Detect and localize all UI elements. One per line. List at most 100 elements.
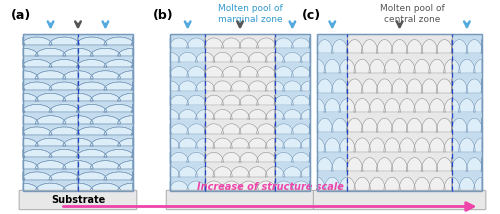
Polygon shape [23,172,52,180]
Polygon shape [23,172,24,180]
Polygon shape [376,79,393,93]
Polygon shape [275,181,276,191]
Polygon shape [274,67,275,77]
Polygon shape [376,118,393,132]
Polygon shape [384,138,400,152]
Polygon shape [458,59,475,73]
Polygon shape [63,138,93,146]
Polygon shape [63,183,78,191]
Polygon shape [104,149,133,157]
Polygon shape [170,181,171,191]
Polygon shape [466,40,482,53]
Polygon shape [318,158,333,171]
Polygon shape [452,59,460,73]
Polygon shape [90,183,120,191]
Polygon shape [36,116,66,123]
Bar [347,34,452,191]
Polygon shape [76,104,107,112]
Polygon shape [309,152,310,162]
Polygon shape [248,110,267,119]
Polygon shape [205,95,206,105]
Polygon shape [78,93,93,101]
Polygon shape [132,172,133,180]
Polygon shape [23,104,52,112]
Polygon shape [354,138,370,152]
Text: Molten pool of
central zone: Molten pool of central zone [380,4,444,24]
Polygon shape [78,59,80,67]
Polygon shape [23,37,24,45]
Polygon shape [78,149,107,157]
Polygon shape [392,158,408,171]
Polygon shape [36,138,66,146]
Polygon shape [23,161,38,168]
Polygon shape [118,183,133,191]
Polygon shape [429,138,445,152]
Polygon shape [436,118,452,132]
Polygon shape [104,172,133,180]
Polygon shape [36,183,66,191]
Polygon shape [474,99,482,112]
Polygon shape [222,95,241,105]
Polygon shape [90,48,120,56]
Polygon shape [23,71,38,79]
Polygon shape [466,79,482,93]
Polygon shape [222,67,241,77]
Polygon shape [23,149,24,157]
Polygon shape [399,177,415,191]
Polygon shape [474,177,482,191]
Polygon shape [90,71,120,79]
Polygon shape [132,59,133,67]
Polygon shape [23,93,38,101]
Polygon shape [347,177,356,191]
Polygon shape [205,38,224,48]
Polygon shape [213,110,232,119]
Polygon shape [283,110,302,119]
Polygon shape [23,82,24,90]
Polygon shape [422,158,438,171]
Polygon shape [76,127,78,135]
Polygon shape [266,167,275,177]
Polygon shape [90,161,120,168]
Polygon shape [104,172,133,180]
Polygon shape [239,124,258,134]
Polygon shape [239,95,258,105]
Polygon shape [481,158,482,171]
Polygon shape [78,172,107,180]
Polygon shape [170,38,188,48]
Polygon shape [104,149,133,157]
Polygon shape [63,93,93,101]
Polygon shape [444,99,452,112]
Polygon shape [76,149,78,157]
Polygon shape [481,118,482,132]
Polygon shape [36,71,66,79]
Polygon shape [170,152,188,162]
Polygon shape [78,127,80,135]
Polygon shape [399,59,415,73]
Polygon shape [205,181,224,191]
Polygon shape [23,104,24,112]
Polygon shape [481,40,482,53]
Polygon shape [458,177,475,191]
Polygon shape [256,95,275,105]
Polygon shape [49,127,78,135]
Polygon shape [170,95,188,105]
Polygon shape [347,40,348,53]
Bar [318,34,482,191]
Polygon shape [452,177,460,191]
Polygon shape [23,127,52,135]
Polygon shape [205,52,214,62]
Polygon shape [23,48,38,56]
Polygon shape [275,67,293,77]
Polygon shape [36,161,66,168]
Polygon shape [230,167,250,177]
Polygon shape [196,167,205,177]
Polygon shape [23,138,38,146]
Polygon shape [354,99,370,112]
Polygon shape [384,99,400,112]
Polygon shape [452,118,468,132]
Polygon shape [444,177,452,191]
Text: (b): (b) [153,9,174,22]
Polygon shape [248,81,267,91]
Polygon shape [49,149,78,157]
Polygon shape [332,40,347,53]
